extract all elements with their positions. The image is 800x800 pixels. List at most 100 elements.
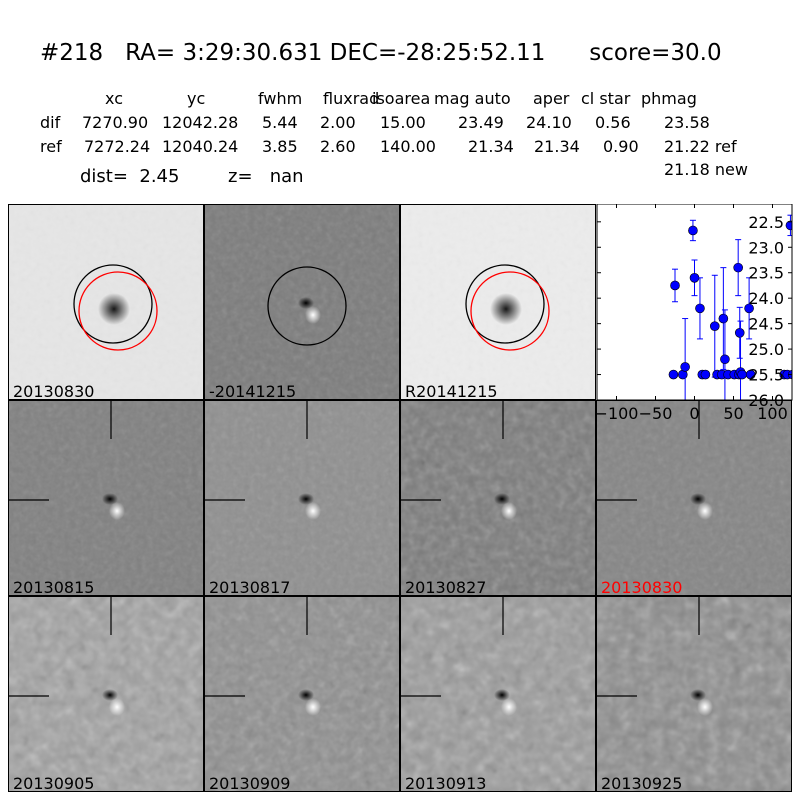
data-point [695, 303, 705, 314]
cutout-image [401, 597, 595, 791]
column-header: cl star [581, 89, 631, 108]
y-tick-label: 23.5 [748, 264, 784, 283]
cutout-image [401, 401, 595, 595]
aperture-circle [465, 264, 545, 344]
column-header: isoarea [372, 89, 431, 108]
data-point [785, 220, 792, 231]
panel-date-label: 20130815 [13, 578, 95, 596]
redshift: z= nan [228, 166, 304, 187]
cutout-panel: 20130817 [204, 400, 400, 596]
x-tick-label: 0 [689, 404, 699, 423]
table-cell: 23.49 [458, 113, 504, 132]
cutout-image [597, 401, 791, 595]
light-curve-plot: 22.523.023.524.024.525.025.526.0−100 −50 0… [596, 204, 793, 423]
y-tick-label: 23.0 [748, 238, 784, 257]
panel-date-label: 20130830 [13, 382, 95, 400]
x-tick-label: −100 [596, 404, 638, 423]
cutout-image [9, 597, 203, 791]
dec: DEC=-28:25:52.11 [329, 40, 546, 66]
data-point [733, 262, 743, 273]
cutout-panel: 20130815 [8, 400, 204, 596]
row-label: dif [40, 113, 61, 132]
plot-frame [596, 204, 793, 401]
cutout-image [205, 401, 399, 595]
column-header: xc [105, 89, 123, 108]
column-header: yc [187, 89, 206, 108]
column-header: phmag [641, 89, 697, 108]
cutout-image [205, 205, 399, 399]
title: #218 RA= 3:29:30.631 DEC=-28:25:52.11 sc… [40, 40, 722, 66]
data-point [668, 369, 679, 380]
reference-circle [78, 271, 158, 351]
column-header: aper [533, 89, 570, 108]
cutout-panel: R20141215 [400, 204, 596, 400]
table-cell: 23.58 [664, 113, 710, 132]
cutout-panel: 20130830 [596, 400, 792, 596]
panel-date-label: R20141215 [405, 382, 498, 400]
table-cell: 12042.28 [162, 113, 239, 132]
data-point [744, 303, 754, 314]
x-tick-label: 50 [723, 404, 743, 423]
table-cell: 0.90 [603, 137, 639, 156]
data-point [718, 313, 729, 324]
cutout-panel: 20130830 [8, 204, 204, 400]
cutout-image [597, 597, 791, 791]
phmag-new: 21.18 new [664, 160, 748, 179]
y-tick-label: 24.0 [748, 289, 784, 308]
y-tick-label: 22.5 [748, 213, 784, 232]
data-point [734, 328, 745, 338]
cutout-image [401, 205, 595, 399]
score: score=30.0 [589, 40, 722, 66]
table-cell: 3.85 [262, 137, 298, 156]
table-cell: 21.34 [534, 137, 580, 156]
panel-date-label: 20130925 [601, 774, 683, 792]
column-header: fwhm [258, 89, 303, 108]
column-header: fluxrad [323, 89, 380, 108]
column-header: mag auto [434, 89, 511, 108]
data-point [688, 225, 698, 236]
table-cell: 0.56 [595, 113, 631, 132]
row-label: ref [40, 137, 62, 156]
table-cell: 2.00 [320, 113, 356, 132]
data-point [709, 321, 720, 331]
cutout-panel: -20141215 [204, 204, 400, 400]
data-point [670, 280, 680, 291]
table-cell: 24.10 [526, 113, 572, 132]
table-cell: 15.00 [380, 113, 426, 132]
table-cell: 7270.90 [82, 113, 149, 132]
cutout-image [9, 205, 203, 399]
cutout-panel: 20130913 [400, 596, 596, 792]
cutout-panel: 20130905 [8, 596, 204, 792]
data-point [680, 362, 690, 372]
panel-date-label: 20130913 [405, 774, 487, 792]
cutout-image [9, 401, 203, 595]
panel-date-label: 20130905 [13, 774, 95, 792]
dist: dist= 2.45 [80, 166, 180, 187]
table-cell: 140.00 [380, 137, 436, 156]
cutout-panel: 20130909 [204, 596, 400, 792]
panel-date-label: 20130909 [209, 774, 291, 792]
y-tick-label: 25.5 [748, 366, 784, 385]
table-cell: 21.22 ref [664, 137, 737, 156]
table-cell: 2.60 [320, 137, 356, 156]
y-tick-label: 25.0 [748, 340, 784, 359]
cutout-panel: 20130925 [596, 596, 792, 792]
ra: RA= 3:29:30.631 [125, 40, 323, 66]
panel-date-label: 20130817 [209, 578, 291, 596]
panel-date-label: 20130830 [601, 578, 683, 596]
x-tick-label: −50 [639, 404, 673, 423]
data-point [745, 369, 756, 380]
panel-date-label: -20141215 [209, 382, 297, 400]
cutout-panel: 20130827 [400, 400, 596, 596]
aperture-circle [267, 266, 347, 346]
aperture-circle [73, 264, 153, 344]
data-point [700, 369, 711, 380]
cutout-image [205, 597, 399, 791]
panel-date-label: 20130827 [405, 578, 487, 596]
data-point [737, 369, 747, 380]
table-cell: 7272.24 [84, 137, 151, 156]
reference-circle [470, 271, 550, 351]
x-tick-label: 100 [757, 404, 788, 423]
plot-area [597, 204, 792, 400]
